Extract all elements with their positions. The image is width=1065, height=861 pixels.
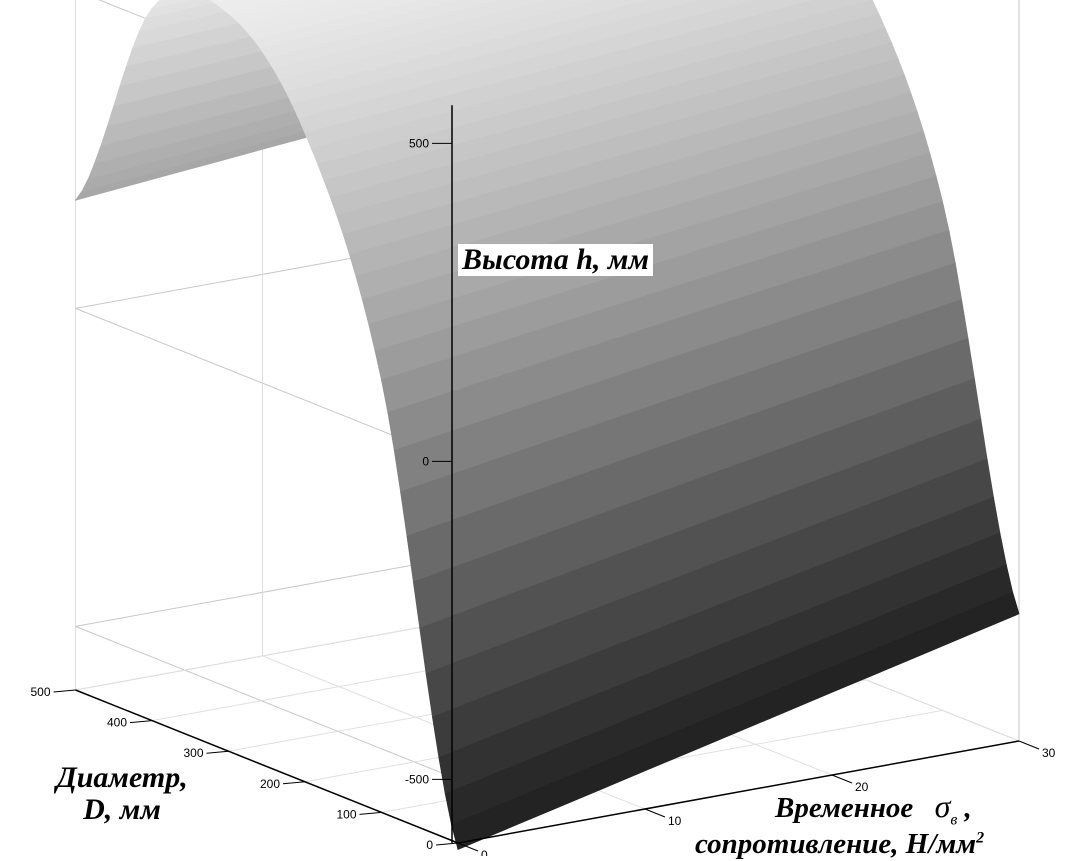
sigma-symbol: σв <box>934 788 958 829</box>
grid-line-z <box>75 625 459 780</box>
z-tick-label: 500 <box>409 136 429 150</box>
x-tick-label: 20 <box>855 780 869 794</box>
x-tick <box>831 774 853 784</box>
y-tick-label: 0 <box>426 838 433 852</box>
y-tick-label: 500 <box>30 685 50 699</box>
y-tick <box>435 842 459 846</box>
surface-band <box>132 0 337 49</box>
y-tick-label: 300 <box>183 746 203 760</box>
x-axis-title: Временное σв , сопротивление, Н/мм2 <box>695 788 985 861</box>
surface-band <box>451 591 1020 850</box>
y-tick <box>206 750 229 754</box>
y-tick <box>129 720 153 724</box>
surface-band <box>150 0 191 9</box>
y-tick-label: 400 <box>107 716 127 730</box>
surface-band <box>144 0 227 19</box>
x-tick <box>457 842 479 852</box>
x-tick <box>644 808 666 818</box>
z-tick-label: 0 <box>422 454 429 468</box>
y-axis-line <box>75 689 459 844</box>
x-axis-line <box>457 740 1020 844</box>
x-tick-label: 0 <box>481 848 488 856</box>
y-axis-title: Диаметр, D, мм <box>22 762 222 825</box>
x-axis-title-line1: Временное <box>775 792 914 824</box>
y-tick-label: 200 <box>260 777 280 791</box>
y-axis-title-line1: Диаметр, <box>56 761 188 794</box>
x-axis-title-line2: сопротивление, Н/мм <box>695 828 977 861</box>
y-tick <box>282 781 306 785</box>
x-tick <box>1018 740 1040 750</box>
y-tick <box>53 689 76 693</box>
x-tick-label: 30 <box>1042 746 1056 760</box>
y-tick <box>359 811 382 815</box>
y-axis-title-line2: D, мм <box>83 792 161 826</box>
y-tick-label: 100 <box>336 807 356 821</box>
surface-band <box>158 0 167 2</box>
z-tick-label: -500 <box>405 772 429 786</box>
x-tick-label: 10 <box>668 814 682 828</box>
z-axis-title: Высота h, мм <box>458 244 654 276</box>
x-axis-unit-superscript: 2 <box>976 829 985 847</box>
